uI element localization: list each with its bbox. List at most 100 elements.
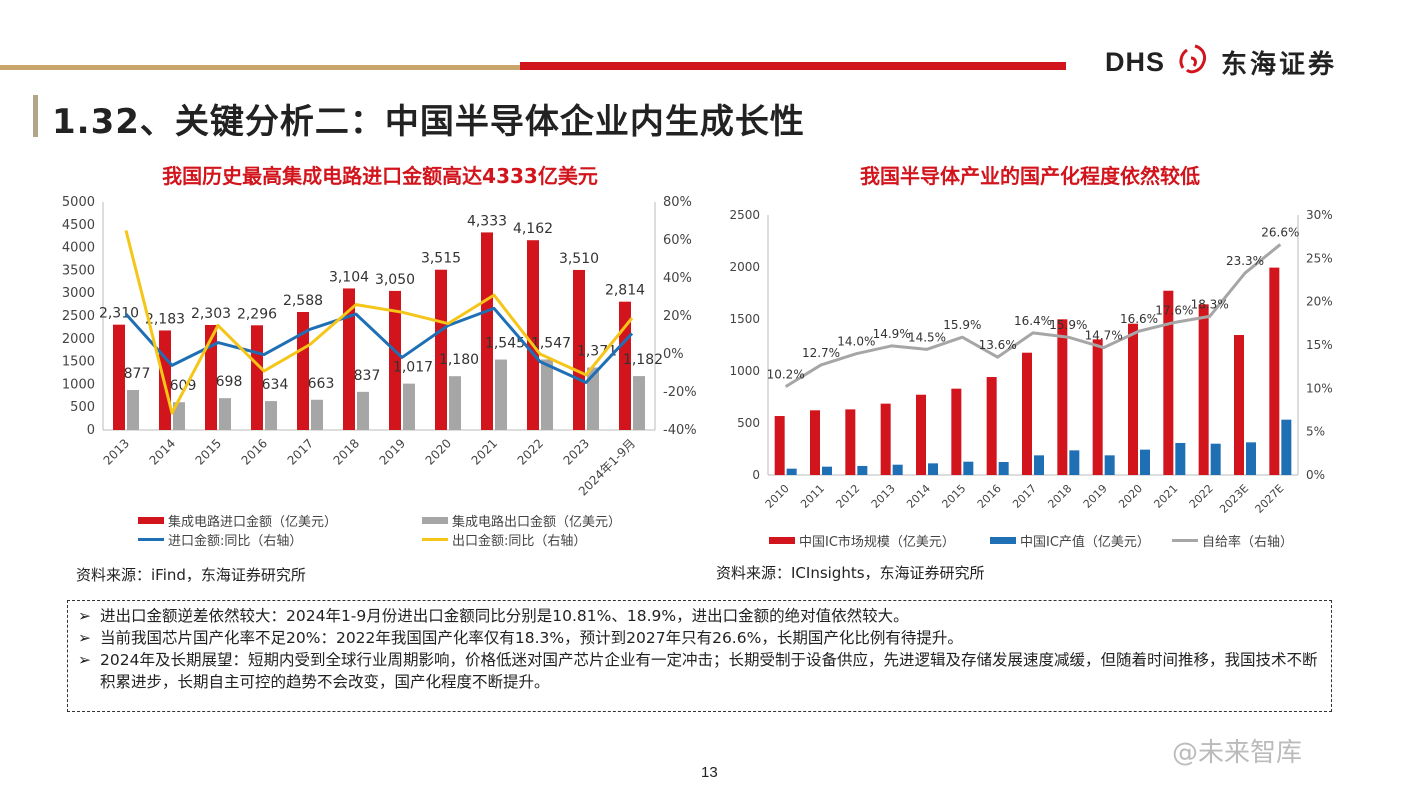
y2-tick-label: 60% xyxy=(663,233,692,248)
y-tick-label: 3500 xyxy=(62,263,95,278)
legend-label: 集成电路出口金额（亿美元） xyxy=(452,515,622,530)
y-tick-label: 1000 xyxy=(729,364,760,378)
bar xyxy=(127,390,139,430)
x-tick-label: 2015 xyxy=(193,436,224,467)
left-source: 资料来源：iFind，东海证券研究所 xyxy=(76,566,306,584)
data-label: 2,296 xyxy=(237,306,277,322)
legend-swatch xyxy=(990,537,1016,544)
x-tick-label: 2016 xyxy=(975,482,1004,511)
y2-tick-label: 0% xyxy=(663,347,684,362)
arrow-bullet-icon: ➢ xyxy=(78,607,91,625)
data-label: 10.2% xyxy=(767,368,805,382)
bar xyxy=(857,465,868,475)
x-tick-label: 2017 xyxy=(1010,482,1039,511)
data-label: 4,333 xyxy=(467,213,507,229)
bar xyxy=(573,269,585,430)
bar xyxy=(495,359,507,430)
x-tick-label: 2014 xyxy=(904,482,933,511)
y2-tick-label: -40% xyxy=(663,423,697,438)
arrow-bullet-icon: ➢ xyxy=(78,629,91,647)
legend-label: 中国IC产值（亿美元） xyxy=(1020,535,1150,550)
legend-self-sufficiency: 自给率（右轴） xyxy=(1172,531,1293,550)
bar xyxy=(822,466,832,475)
line-series xyxy=(124,230,634,415)
y-tick-label: 0 xyxy=(87,423,95,438)
bar xyxy=(1057,319,1068,475)
key-points-box: ➢ 进出口金额逆差依然较大：2024年1-9月份进出口金额同比分别是10.81%、… xyxy=(67,600,1332,712)
bar xyxy=(1210,443,1221,475)
bar xyxy=(297,311,309,430)
data-label: 3,104 xyxy=(329,269,369,285)
data-label: 1,545 xyxy=(485,336,525,352)
right-chart-title: 我国半导体产业的国产化程度依然较低 xyxy=(860,164,1200,188)
data-label: 1,182 xyxy=(623,352,663,368)
y2-tick-label: 40% xyxy=(663,271,692,286)
data-label: 3,515 xyxy=(421,251,461,267)
data-label: 2,310 xyxy=(99,306,139,322)
bar xyxy=(1246,442,1256,475)
bullet-text: 当前我国芯片国产化率不足20%：2022年我国国产化率仅有18.3%，预计到20… xyxy=(100,629,963,647)
bar xyxy=(481,232,493,430)
watermark: @未来智库 xyxy=(1172,738,1303,768)
legend-export: 集成电路出口金额（亿美元） xyxy=(422,511,621,530)
arrow-bullet-icon: ➢ xyxy=(78,651,91,669)
data-label: 16.6% xyxy=(1120,312,1158,326)
y-tick-label: 1500 xyxy=(729,312,760,326)
bar xyxy=(810,410,820,475)
page-number: 13 xyxy=(701,764,718,781)
data-label: 18.3% xyxy=(1191,297,1229,311)
y-tick-label: 1500 xyxy=(62,355,95,370)
x-tick-label: 2022 xyxy=(1187,482,1216,511)
header-red-rule xyxy=(520,62,1066,70)
legend-swatch xyxy=(422,517,448,524)
bar xyxy=(1128,323,1138,475)
data-label: 1,180 xyxy=(439,352,479,368)
y2-tick-label: 80% xyxy=(663,195,692,210)
x-tick-label: 2020 xyxy=(1116,482,1145,511)
y-tick-label: 500 xyxy=(737,416,760,430)
data-label: 13.6% xyxy=(979,338,1017,352)
bar xyxy=(357,391,369,430)
bar xyxy=(1163,290,1174,475)
x-tick-label: 2014 xyxy=(147,436,178,467)
bullet-text: 2024年及长期展望：短期内受到全球行业周期影响，价格低迷对国产芯片企业有一定冲… xyxy=(100,651,1318,691)
bar xyxy=(619,301,631,430)
header-gold-rule xyxy=(0,65,520,70)
bar xyxy=(113,324,125,430)
y2-tick-label: 10% xyxy=(1306,381,1333,395)
data-label: 1,547 xyxy=(531,335,571,351)
bar xyxy=(1022,352,1032,475)
y-tick-label: 500 xyxy=(70,400,95,415)
data-label: 15.9% xyxy=(943,318,981,332)
x-tick-label: 2017 xyxy=(285,436,316,467)
data-label: 14.9% xyxy=(873,327,911,341)
legend-label: 集成电路进口金额（亿美元） xyxy=(168,515,338,530)
data-label: 4,162 xyxy=(513,221,553,237)
y-tick-label: 2000 xyxy=(729,260,760,274)
data-label: 698 xyxy=(216,374,243,390)
bar xyxy=(587,367,599,430)
x-tick-label: 2010 xyxy=(763,482,792,511)
x-tick-label: 2022 xyxy=(515,436,546,467)
bar xyxy=(916,394,926,475)
data-label: 14.0% xyxy=(837,335,875,349)
legend-import-yoy: 进口金额:同比（右轴） xyxy=(138,530,302,549)
bar xyxy=(449,376,461,430)
data-label: 2,303 xyxy=(191,306,231,322)
bar xyxy=(786,468,797,475)
x-tick-label: 2018 xyxy=(331,436,362,467)
legend-label: 自给率（右轴） xyxy=(1202,535,1294,550)
y-tick-label: 2500 xyxy=(729,208,760,222)
dragon-logo-icon xyxy=(1179,44,1207,74)
data-label: 3,050 xyxy=(375,272,415,288)
data-label: 2,814 xyxy=(605,283,645,299)
y2-tick-label: 15% xyxy=(1306,338,1333,352)
bar xyxy=(1104,455,1115,475)
legend-ic-output: 中国IC产值（亿美元） xyxy=(990,531,1150,550)
bar xyxy=(311,399,323,430)
x-tick-label: 2023E xyxy=(1217,482,1251,516)
bar xyxy=(343,288,355,430)
x-tick-label: 2012 xyxy=(833,482,862,511)
bar xyxy=(998,462,1009,475)
